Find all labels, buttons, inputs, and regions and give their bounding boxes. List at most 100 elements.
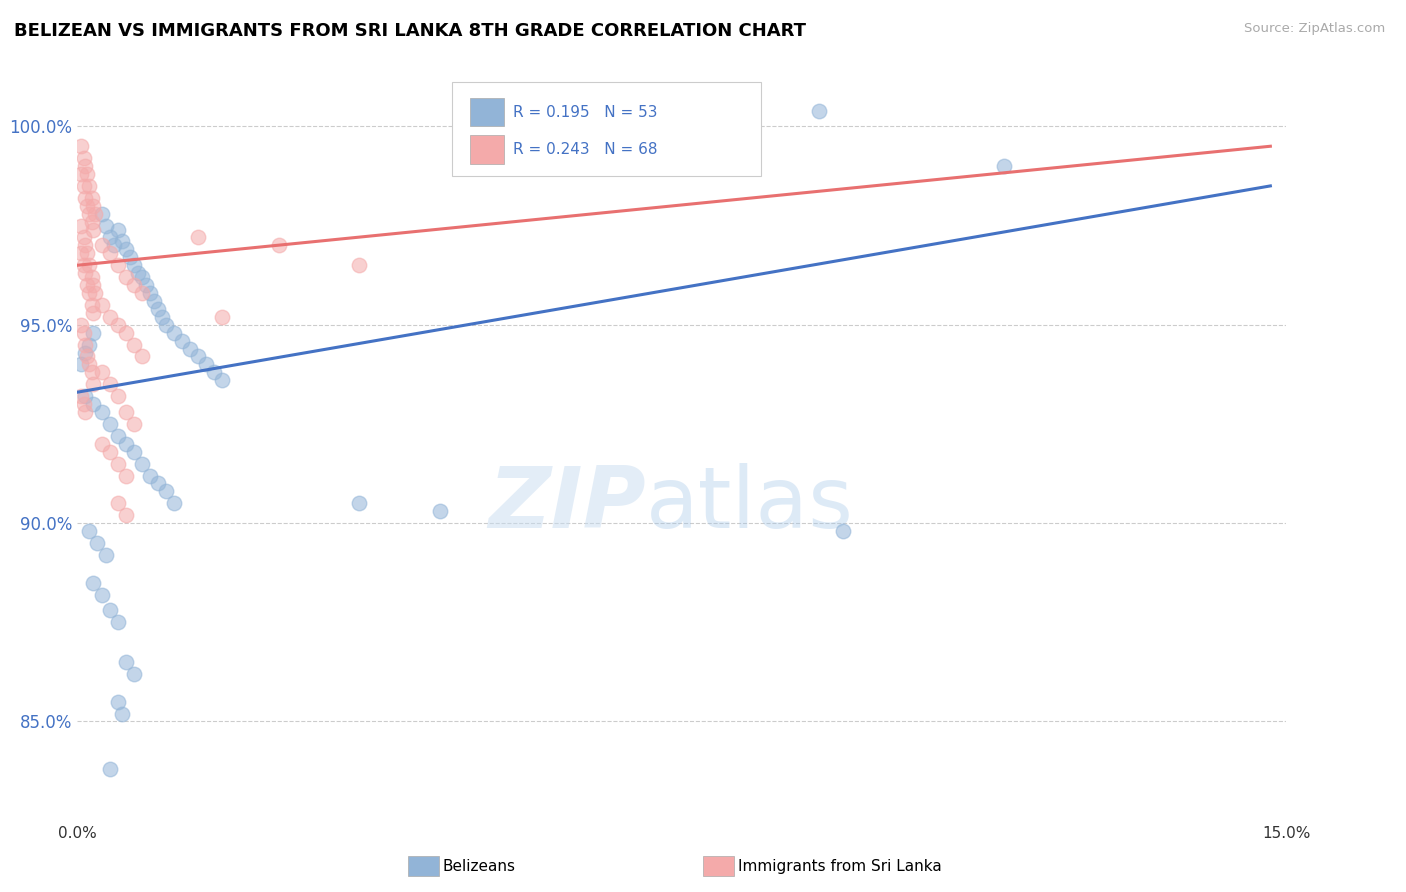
Point [98, 603, 121, 617]
Point [122, 444, 145, 458]
Point [155, 318, 177, 332]
Point [114, 326, 136, 340]
Point [73, 178, 96, 193]
Point [82, 575, 104, 590]
Point [146, 476, 169, 491]
Point [75, 405, 97, 419]
Point [111, 706, 134, 721]
Point [70, 358, 93, 372]
Point [103, 238, 125, 252]
Point [70, 167, 93, 181]
Point [179, 342, 201, 356]
Point [90, 587, 112, 601]
Point [163, 496, 186, 510]
Point [98, 230, 121, 244]
Point [114, 468, 136, 483]
Point [79, 524, 101, 538]
Point [172, 334, 194, 348]
Text: Source: ZipAtlas.com: Source: ZipAtlas.com [1244, 22, 1385, 36]
Point [82, 326, 104, 340]
Text: atlas: atlas [645, 463, 853, 546]
Point [76, 246, 98, 260]
Point [94, 548, 117, 562]
Point [131, 457, 153, 471]
Point [90, 207, 112, 221]
Point [107, 389, 129, 403]
Point [70, 246, 93, 260]
Point [114, 405, 136, 419]
Text: Belizeans: Belizeans [443, 859, 516, 873]
Point [73, 230, 96, 244]
Point [79, 337, 101, 351]
Point [98, 246, 121, 260]
Point [73, 326, 96, 340]
Point [75, 337, 97, 351]
Point [135, 278, 157, 293]
Point [429, 504, 451, 518]
Point [131, 350, 153, 364]
Point [79, 207, 101, 221]
Point [122, 258, 145, 272]
Point [211, 373, 233, 387]
Point [122, 417, 145, 431]
Point [76, 167, 98, 181]
Point [187, 230, 209, 244]
Point [139, 285, 162, 300]
Point [76, 350, 98, 364]
Point [90, 405, 112, 419]
Point [90, 365, 112, 379]
Point [118, 250, 141, 264]
Point [122, 337, 145, 351]
Text: R = 0.243   N = 68: R = 0.243 N = 68 [513, 143, 657, 157]
Point [80, 191, 103, 205]
Point [349, 496, 371, 510]
Text: BELIZEAN VS IMMIGRANTS FROM SRI LANKA 8TH GRADE CORRELATION CHART: BELIZEAN VS IMMIGRANTS FROM SRI LANKA 8T… [14, 22, 806, 40]
Point [98, 310, 121, 324]
Point [131, 270, 153, 285]
Point [267, 238, 290, 252]
Point [75, 266, 97, 280]
FancyBboxPatch shape [453, 82, 761, 177]
Point [80, 298, 103, 312]
Point [150, 310, 173, 324]
Point [107, 258, 129, 272]
Point [114, 508, 136, 523]
Point [75, 238, 97, 252]
Point [107, 429, 129, 443]
Point [146, 301, 169, 316]
Point [195, 358, 218, 372]
Point [76, 278, 98, 293]
Point [155, 484, 177, 499]
Point [82, 306, 104, 320]
Point [79, 178, 101, 193]
Point [84, 207, 107, 221]
Point [70, 219, 93, 233]
Point [107, 615, 129, 630]
Point [107, 222, 129, 236]
Point [114, 436, 136, 450]
Point [82, 199, 104, 213]
Point [163, 326, 186, 340]
Point [993, 159, 1015, 173]
Point [187, 350, 209, 364]
Point [114, 243, 136, 257]
Point [131, 285, 153, 300]
Point [79, 258, 101, 272]
Point [139, 468, 162, 483]
Point [82, 397, 104, 411]
Point [111, 235, 134, 249]
Point [211, 310, 233, 324]
Point [75, 191, 97, 205]
Point [80, 365, 103, 379]
Point [90, 436, 112, 450]
Text: Immigrants from Sri Lanka: Immigrants from Sri Lanka [738, 859, 942, 873]
Point [90, 298, 112, 312]
Point [73, 258, 96, 272]
Point [98, 762, 121, 776]
Point [98, 444, 121, 458]
Point [127, 266, 149, 280]
Point [107, 496, 129, 510]
FancyBboxPatch shape [470, 98, 505, 127]
Point [107, 457, 129, 471]
Point [122, 278, 145, 293]
